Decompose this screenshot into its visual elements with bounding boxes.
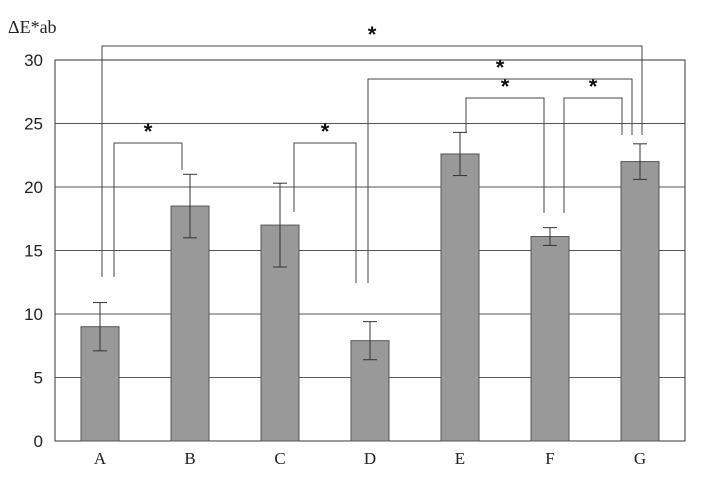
significance-bracket-A-B	[113, 142, 183, 277]
significance-bracket-F-G	[563, 97, 623, 213]
significance-star-F-G: *	[589, 74, 598, 99]
y-tick-label: 30	[24, 51, 43, 70]
bar-B	[170, 205, 210, 442]
x-tick-label-G: G	[634, 449, 646, 468]
x-tick-labels: A B C D E F G	[94, 449, 646, 468]
y-tick-label: 15	[24, 242, 43, 261]
y-tick-label: 5	[34, 369, 43, 388]
significance-bracket-A-G	[101, 45, 643, 277]
bar-G	[620, 161, 660, 442]
significance-brackets: * ** ***	[101, 22, 643, 283]
gridlines	[55, 123, 685, 378]
significance-bracket-C-D	[293, 142, 357, 283]
bars	[80, 153, 660, 442]
y-tick-label: 10	[24, 305, 43, 324]
significance-star-E-F: *	[501, 74, 510, 99]
y-tick-label: 25	[24, 115, 43, 134]
significance-star-A-G: *	[368, 22, 377, 47]
significance-star-A-B: *	[144, 119, 153, 144]
x-tick-label-C: C	[274, 449, 285, 468]
y-axis-label: ΔE*ab	[8, 17, 57, 37]
significance-star-C-D: *	[321, 119, 330, 144]
x-tick-label-A: A	[94, 449, 107, 468]
y-tick-label: 20	[24, 178, 43, 197]
significance-bracket-D-G	[367, 78, 633, 283]
y-tick-label: 0	[34, 432, 43, 451]
significance-star-D-G: *	[496, 55, 505, 80]
x-tick-label-B: B	[184, 449, 195, 468]
x-tick-label-F: F	[545, 449, 554, 468]
significance-bracket-E-F	[465, 97, 545, 213]
error-bars	[93, 131, 647, 361]
x-tick-label-D: D	[364, 449, 376, 468]
x-tick-label-E: E	[455, 449, 465, 468]
bar-E	[440, 153, 480, 442]
bar-F	[530, 236, 570, 442]
y-tick-labels: 0 5 10 15 20 25 30	[24, 51, 43, 451]
